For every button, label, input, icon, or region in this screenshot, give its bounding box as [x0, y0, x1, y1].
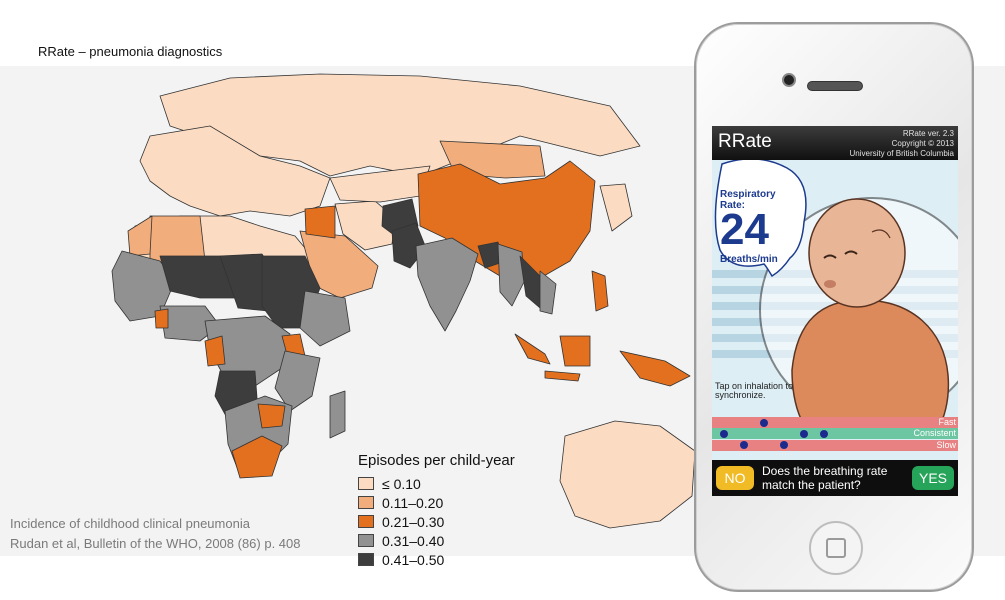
- breath-dot: [780, 441, 788, 449]
- version-line: University of British Columbia: [849, 149, 954, 158]
- yes-button[interactable]: YES: [912, 466, 954, 490]
- legend-item: 0.11–0.20: [358, 493, 515, 512]
- lane-fast: Fast: [712, 417, 958, 428]
- map-region-papua: [619, 350, 691, 387]
- map-region-korea-japan: [599, 183, 633, 232]
- legend-swatch: [358, 534, 374, 547]
- no-button[interactable]: NO: [716, 466, 754, 490]
- map-region-madagascar: [329, 390, 346, 439]
- legend-item: 0.21–0.30: [358, 512, 515, 531]
- legend-item: ≤ 0.10: [358, 474, 515, 493]
- tap-area[interactable]: Respiratory Rate: 24 Breaths/min Tap on …: [712, 160, 958, 460]
- lane-consistent: Consistent: [712, 428, 958, 439]
- legend-label: 0.21–0.30: [382, 513, 445, 530]
- legend-swatch: [358, 515, 374, 528]
- breath-dot: [800, 430, 808, 438]
- map-region-borneo: [559, 335, 591, 367]
- lane-fast-label: Fast: [938, 417, 956, 427]
- map-region-south-africa: [231, 435, 283, 479]
- map-region-australia: [559, 420, 696, 529]
- home-button[interactable]: [809, 521, 863, 575]
- slide-title: RRate – pneumonia diagnostics: [38, 44, 223, 59]
- breath-dot: [740, 441, 748, 449]
- lane-slow: Slow: [712, 440, 958, 451]
- map-region-java: [544, 370, 581, 382]
- lane-slow-label: Slow: [936, 440, 956, 450]
- citation: Incidence of childhood clinical pneumoni…: [10, 514, 301, 554]
- lane-consistent-label: Consistent: [913, 428, 956, 438]
- legend-label: 0.41–0.50: [382, 551, 445, 568]
- app-screen: RRate RRate ver. 2.3 Copyright © 2013 Un…: [712, 126, 958, 496]
- rate-unit: Breaths/min: [720, 254, 778, 265]
- map-region-zimbabwe: [257, 403, 286, 429]
- legend-title: Episodes per child-year: [358, 452, 515, 469]
- breath-dot: [760, 419, 768, 427]
- rate-label: Respiratory Rate:: [720, 189, 776, 211]
- breath-dot: [720, 430, 728, 438]
- citation-line: Rudan et al, Bulletin of the WHO, 2008 (…: [10, 536, 301, 551]
- legend-item: 0.31–0.40: [358, 531, 515, 550]
- map-region-iraq: [304, 205, 336, 239]
- breath-dot: [820, 430, 828, 438]
- version-info: RRate ver. 2.3 Copyright © 2013 Universi…: [850, 129, 954, 159]
- map-legend: Episodes per child-year ≤ 0.10 0.11–0.20…: [358, 452, 515, 569]
- app-title: RRate: [718, 131, 772, 152]
- tap-hint: Tap on inhalation to synchronize.: [715, 381, 794, 400]
- legend-swatch: [358, 553, 374, 566]
- legend-label: 0.11–0.20: [382, 494, 444, 511]
- map-region-morocco: [127, 215, 153, 257]
- camera-icon: [782, 73, 796, 87]
- rate-value: 24: [720, 205, 769, 254]
- map-region-east-africa: [274, 350, 321, 412]
- version-line: Copyright © 2013: [891, 139, 954, 148]
- answer-bar: NO Does the breathing rate match the pat…: [712, 460, 958, 496]
- map-region-philippines: [591, 270, 609, 312]
- map-region-gabon: [204, 335, 226, 367]
- phone-mockup: RRate RRate ver. 2.3 Copyright © 2013 Un…: [694, 22, 974, 592]
- map-region-ghana: [154, 308, 169, 329]
- version-line: RRate ver. 2.3: [902, 129, 954, 138]
- map-region-europe: [139, 125, 331, 217]
- map-region-india: [415, 237, 479, 332]
- map-region-ethiopia: [299, 290, 351, 347]
- legend-swatch: [358, 477, 374, 490]
- app-header: RRate RRate ver. 2.3 Copyright © 2013 Un…: [712, 126, 958, 160]
- map-region-vietnam: [539, 270, 557, 315]
- citation-line: Incidence of childhood clinical pneumoni…: [10, 516, 250, 531]
- map-region-myanmar: [497, 243, 525, 307]
- earpiece-speaker: [807, 81, 863, 91]
- map-region-kazakh: [329, 165, 431, 203]
- legend-label: ≤ 0.10: [382, 475, 421, 492]
- legend-swatch: [358, 496, 374, 509]
- legend-item: 0.41–0.50: [358, 550, 515, 569]
- pneumonia-incidence-map: [111, 73, 696, 529]
- match-question: Does the breathing rate match the patien…: [762, 464, 888, 492]
- map-region-sumatra: [514, 333, 551, 365]
- legend-label: 0.31–0.40: [382, 532, 445, 549]
